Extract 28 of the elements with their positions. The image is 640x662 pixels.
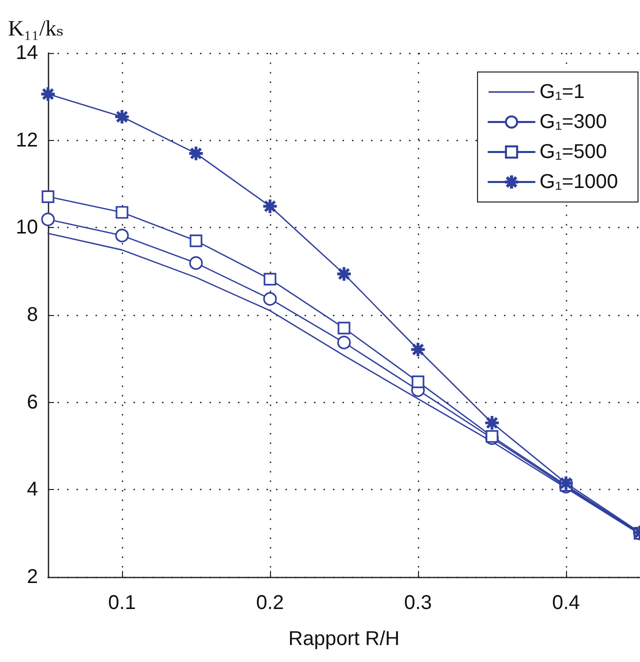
- x-tick-label: 0.2: [256, 592, 284, 614]
- y-tick-label: 2: [26, 566, 38, 588]
- point: [115, 228, 129, 242]
- point: [412, 376, 424, 388]
- y-tick-label: 12: [16, 129, 38, 152]
- y-tick-label: 6: [26, 391, 38, 414]
- y-tick-label: 14: [16, 42, 38, 64]
- point: [41, 212, 55, 226]
- x-tick-label: 0.1: [108, 592, 136, 614]
- legend-label: G₁=500: [540, 141, 607, 163]
- point: [42, 190, 54, 203]
- x-tick-label: 0.4: [552, 592, 580, 614]
- legend-label: G₁=1: [540, 81, 585, 103]
- point: [263, 292, 277, 306]
- x-tick-label: 0.3: [404, 592, 432, 614]
- legend-label: G₁=300: [540, 111, 607, 133]
- y-tick-label: 4: [26, 478, 38, 501]
- legend-label: G₁=1000: [540, 171, 618, 193]
- y-tick-label: 10: [16, 216, 38, 239]
- point: [338, 322, 350, 334]
- point: [116, 206, 128, 219]
- y-tick-label: 8: [26, 304, 38, 326]
- x-axis-title: Rapport R/H: [288, 628, 400, 650]
- point: [190, 234, 202, 248]
- point: [189, 256, 203, 270]
- y-axis-title: K₁₁/kₛ: [8, 16, 64, 40]
- point: [337, 336, 351, 350]
- point: [264, 272, 276, 286]
